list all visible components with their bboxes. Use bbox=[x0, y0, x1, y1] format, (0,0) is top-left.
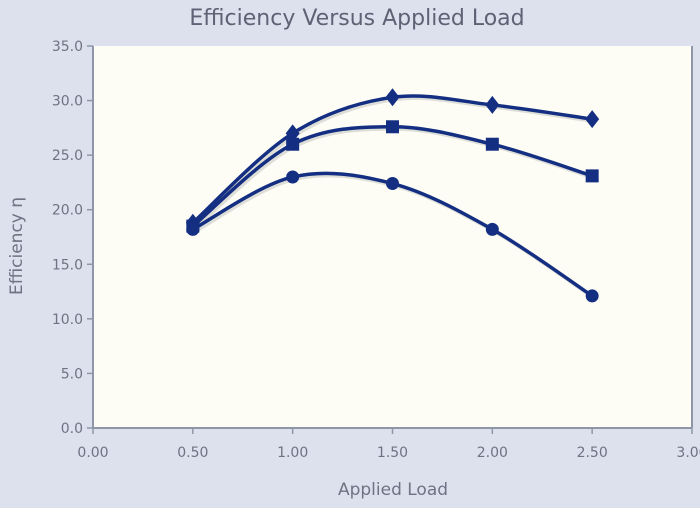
x-tick-label: 2.00 bbox=[477, 445, 508, 461]
y-tick-label: 30.0 bbox=[52, 94, 83, 110]
circle-marker bbox=[585, 289, 599, 303]
square-marker bbox=[286, 137, 300, 151]
x-tick-label: 3.00 bbox=[676, 445, 700, 461]
y-axis-ticks: 0.0 5.0 10.0 15.0 20.0 25.0 30.0 35.0 bbox=[52, 39, 93, 437]
y-tick-label: 25.0 bbox=[52, 148, 83, 164]
x-tick-label: 1.50 bbox=[377, 445, 408, 461]
y-tick-label: 5.0 bbox=[61, 366, 83, 382]
square-marker bbox=[485, 137, 499, 151]
x-axis-label: Applied Load bbox=[338, 480, 448, 500]
circle-marker bbox=[186, 222, 200, 236]
series-circle bbox=[186, 170, 599, 303]
diamond-marker bbox=[485, 95, 500, 114]
chart-title: Efficiency Versus Applied Load bbox=[189, 6, 524, 31]
y-tick-label: 15.0 bbox=[52, 257, 83, 273]
y-tick-label: 0.0 bbox=[61, 421, 83, 437]
y-axis-label: Efficiency η bbox=[7, 197, 27, 295]
x-tick-label: 0.00 bbox=[77, 445, 108, 461]
square-marker bbox=[386, 120, 399, 134]
y-tick-label: 10.0 bbox=[52, 312, 83, 328]
x-tick-label: 1.00 bbox=[277, 445, 308, 461]
circle-marker bbox=[286, 170, 300, 184]
x-tick-label: 2.50 bbox=[577, 445, 608, 461]
plot-area bbox=[93, 46, 692, 428]
circle-marker bbox=[485, 222, 499, 236]
square-marker bbox=[585, 169, 599, 183]
x-tick-label: 0.50 bbox=[177, 445, 208, 461]
series-layer bbox=[185, 88, 600, 303]
x-axis-ticks: 0.00 0.50 1.00 1.50 2.00 2.50 3.00 bbox=[77, 428, 700, 461]
diamond-marker bbox=[385, 88, 400, 107]
diamond-marker bbox=[585, 110, 600, 129]
circle-marker bbox=[386, 177, 399, 191]
y-tick-label: 35.0 bbox=[52, 39, 83, 55]
y-tick-label: 20.0 bbox=[52, 203, 83, 219]
